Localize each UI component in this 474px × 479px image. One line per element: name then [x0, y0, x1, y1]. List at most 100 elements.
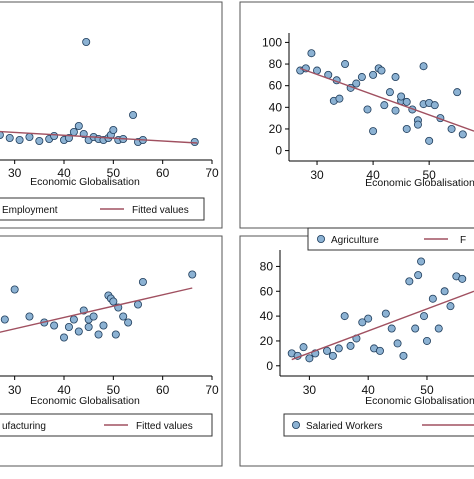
- data-point-bottom-right-20: [411, 324, 420, 333]
- x-tick-label-top-right-2: 50: [422, 168, 436, 182]
- legend-tl: Employment Fitted values: [0, 197, 205, 221]
- data-point-top-left-19: [109, 126, 118, 135]
- fitted-line-bottom-right: [291, 290, 474, 361]
- data-point-top-right-24: [402, 97, 411, 106]
- data-point-top-left-2: [15, 135, 24, 144]
- data-point-bottom-right-27: [440, 287, 449, 296]
- legend-box-br: [283, 413, 474, 437]
- data-point-top-right-29: [419, 62, 428, 71]
- legend-br: Salaried Workers: [283, 413, 474, 437]
- data-point-bottom-left-3: [25, 312, 34, 321]
- data-point-bottom-right-23: [420, 312, 429, 321]
- data-point-bottom-right-5: [323, 346, 332, 355]
- data-point-top-right-32: [430, 101, 439, 110]
- data-point-top-right-22: [397, 92, 406, 101]
- y-tick-label-top-right-0: 0: [275, 144, 282, 158]
- y-tick-label-bottom-right-3: 60: [260, 284, 274, 298]
- data-point-bottom-left-7: [64, 322, 73, 331]
- data-point-top-left-1: [5, 133, 14, 142]
- data-point-top-right-18: [385, 88, 394, 97]
- data-point-top-right-35: [453, 88, 462, 97]
- y-tick-label-top-right-4: 80: [269, 57, 283, 71]
- y-tick-label-bottom-right-1: 20: [260, 334, 274, 348]
- data-point-top-right-17: [380, 101, 389, 110]
- data-point-bottom-right-26: [434, 324, 443, 333]
- data-point-bottom-right-21: [414, 271, 423, 280]
- legend-box-tr: [307, 227, 474, 251]
- panel-top-left: 30 40 50 60 70 Economic Globalisation: [0, 38, 219, 188]
- data-point-top-right-27: [413, 120, 422, 129]
- data-point-bottom-right-8: [340, 312, 349, 321]
- data-point-top-left-12: [82, 38, 91, 47]
- data-point-bottom-right-18: [399, 351, 408, 360]
- data-point-top-right-13: [369, 70, 378, 79]
- data-point-top-right-10: [352, 79, 361, 88]
- y-tick-label-bottom-right-0: 0: [266, 359, 273, 373]
- data-point-bottom-left-11: [84, 322, 93, 331]
- fitted-line-top-right: [299, 67, 474, 132]
- y-tick-label-top-right-5: 100: [262, 35, 282, 49]
- data-point-bottom-right-25: [428, 294, 437, 303]
- x-tick-label-top-left-4: 70: [205, 166, 219, 180]
- legend-marker-tr: [316, 234, 325, 243]
- data-point-bottom-right-7: [334, 344, 343, 353]
- data-point-top-right-11: [357, 73, 366, 82]
- data-point-bottom-left-9: [74, 327, 83, 336]
- data-point-bottom-right-15: [381, 309, 390, 318]
- data-point-bottom-left-15: [99, 321, 108, 330]
- x-tick-label-bottom-right-0: 30: [303, 383, 317, 397]
- data-point-bottom-left-21: [119, 312, 128, 321]
- data-point-bottom-right-14: [375, 346, 384, 355]
- x-tick-label-top-left-1: 40: [57, 166, 71, 180]
- data-point-top-right-20: [391, 73, 400, 82]
- data-point-top-right-8: [341, 60, 350, 69]
- x-tick-label-bottom-left-1: 40: [57, 383, 71, 397]
- legend-label-bl-1: Fitted values: [136, 421, 193, 432]
- data-point-bottom-right-11: [358, 318, 367, 327]
- data-point-top-left-6: [50, 131, 59, 140]
- legend-label-tr-0: Agriculture: [331, 235, 379, 246]
- panel-bottom-left: 30 40 50 60 70 Economic Globalisation: [0, 270, 219, 407]
- data-point-bottom-right-17: [393, 339, 402, 348]
- data-point-bottom-right-30: [458, 274, 467, 283]
- data-point-bottom-left-23: [133, 300, 142, 309]
- x-axis-title-top-left: Economic Globalisation: [30, 176, 140, 188]
- data-point-bottom-right-2: [299, 343, 308, 352]
- data-point-bottom-left-19: [111, 330, 120, 339]
- data-point-top-right-16: [377, 66, 386, 75]
- data-point-bottom-left-8: [69, 315, 78, 324]
- data-point-bottom-left-1: [0, 315, 9, 324]
- legend-label-tr-1: F: [460, 235, 466, 246]
- data-point-bottom-left-18: [109, 297, 118, 306]
- data-point-bottom-right-3: [305, 354, 314, 363]
- data-point-bottom-left-14: [94, 330, 103, 339]
- y-tick-label-top-right-1: 20: [269, 122, 283, 136]
- x-tick-label-bottom-left-3: 60: [156, 383, 170, 397]
- x-axis-title-top-right: Economic Globalisation: [365, 177, 474, 189]
- legend-label-tl-0: Employment: [2, 205, 58, 216]
- data-point-bottom-left-6: [60, 333, 69, 342]
- data-point-top-right-23: [402, 124, 411, 133]
- data-point-bottom-right-9: [346, 341, 355, 350]
- y-tick-label-bottom-right-4: 80: [260, 259, 274, 273]
- fitted-line-bottom-left: [0, 287, 193, 333]
- legend-bl: ufacturing Fitted values: [0, 413, 213, 437]
- data-point-bottom-right-16: [387, 324, 396, 333]
- data-point-top-right-2: [307, 49, 316, 58]
- y-tick-label-top-right-2: 40: [269, 100, 283, 114]
- legend-tr: Agriculture F: [307, 227, 474, 251]
- legend-label-bl-0: ufacturing: [2, 421, 46, 432]
- x-tick-label-top-right-1: 40: [366, 168, 380, 182]
- data-point-top-left-4: [35, 136, 44, 145]
- data-point-top-right-7: [335, 94, 344, 103]
- x-tick-label-top-left-2: 50: [107, 166, 121, 180]
- data-point-bottom-right-24: [422, 336, 431, 345]
- panel-frame-bl: [0, 235, 223, 467]
- data-point-bottom-right-12: [364, 314, 373, 323]
- x-tick-label-top-left-0: 30: [8, 166, 22, 180]
- x-tick-label-bottom-right-2: 50: [420, 383, 434, 397]
